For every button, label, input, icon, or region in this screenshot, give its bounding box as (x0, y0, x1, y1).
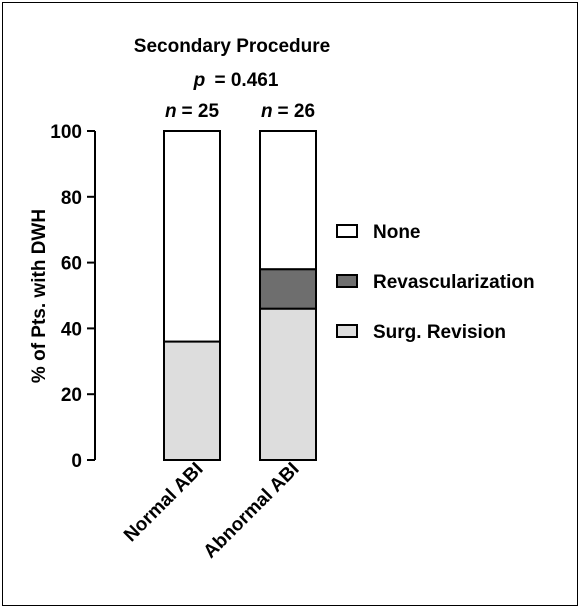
chart-title: Secondary Procedure (134, 36, 330, 57)
n-labels: n = 25 n = 26 (165, 101, 315, 122)
n-value: = 25 (182, 101, 220, 122)
y-ticks: 0 20 40 60 80 100 (50, 122, 95, 472)
bar-segment (163, 130, 221, 343)
y-tick-label: 20 (61, 385, 82, 406)
bar-segment (259, 268, 317, 310)
n-label: n = 25 (165, 101, 220, 122)
legend-swatch (336, 274, 358, 288)
x-tick-label: Abnormal ABI (200, 459, 304, 563)
n-label: n = 26 (261, 101, 315, 122)
y-tick-label: 0 (71, 451, 82, 472)
n-value: = 26 (278, 101, 316, 122)
legend-swatch (336, 224, 358, 238)
x-tick-label: Normal ABI (120, 459, 208, 547)
n-symbol: n (165, 101, 177, 122)
y-tick-label: 80 (61, 188, 82, 209)
legend-label: Revascularization (373, 272, 535, 293)
p-value-annotation: p = 0.461 (193, 70, 279, 91)
legend: None Revascularization Surg. Revision (336, 222, 535, 343)
p-value: = 0.461 (214, 70, 278, 91)
bar-segment (259, 307, 317, 461)
legend-label: Surg. Revision (373, 322, 506, 343)
y-tick-label: 100 (50, 122, 82, 143)
y-axis-label: % of Pts. with DWH (29, 209, 50, 383)
bars (163, 130, 317, 461)
p-symbol: p (193, 70, 206, 91)
n-symbol: n (261, 101, 273, 122)
y-tick-label: 40 (61, 319, 82, 340)
legend-label: None (373, 222, 421, 243)
bar-segment (163, 340, 221, 461)
bar-segment (259, 130, 317, 271)
y-tick-label: 60 (61, 254, 82, 275)
legend-swatch (336, 324, 358, 338)
